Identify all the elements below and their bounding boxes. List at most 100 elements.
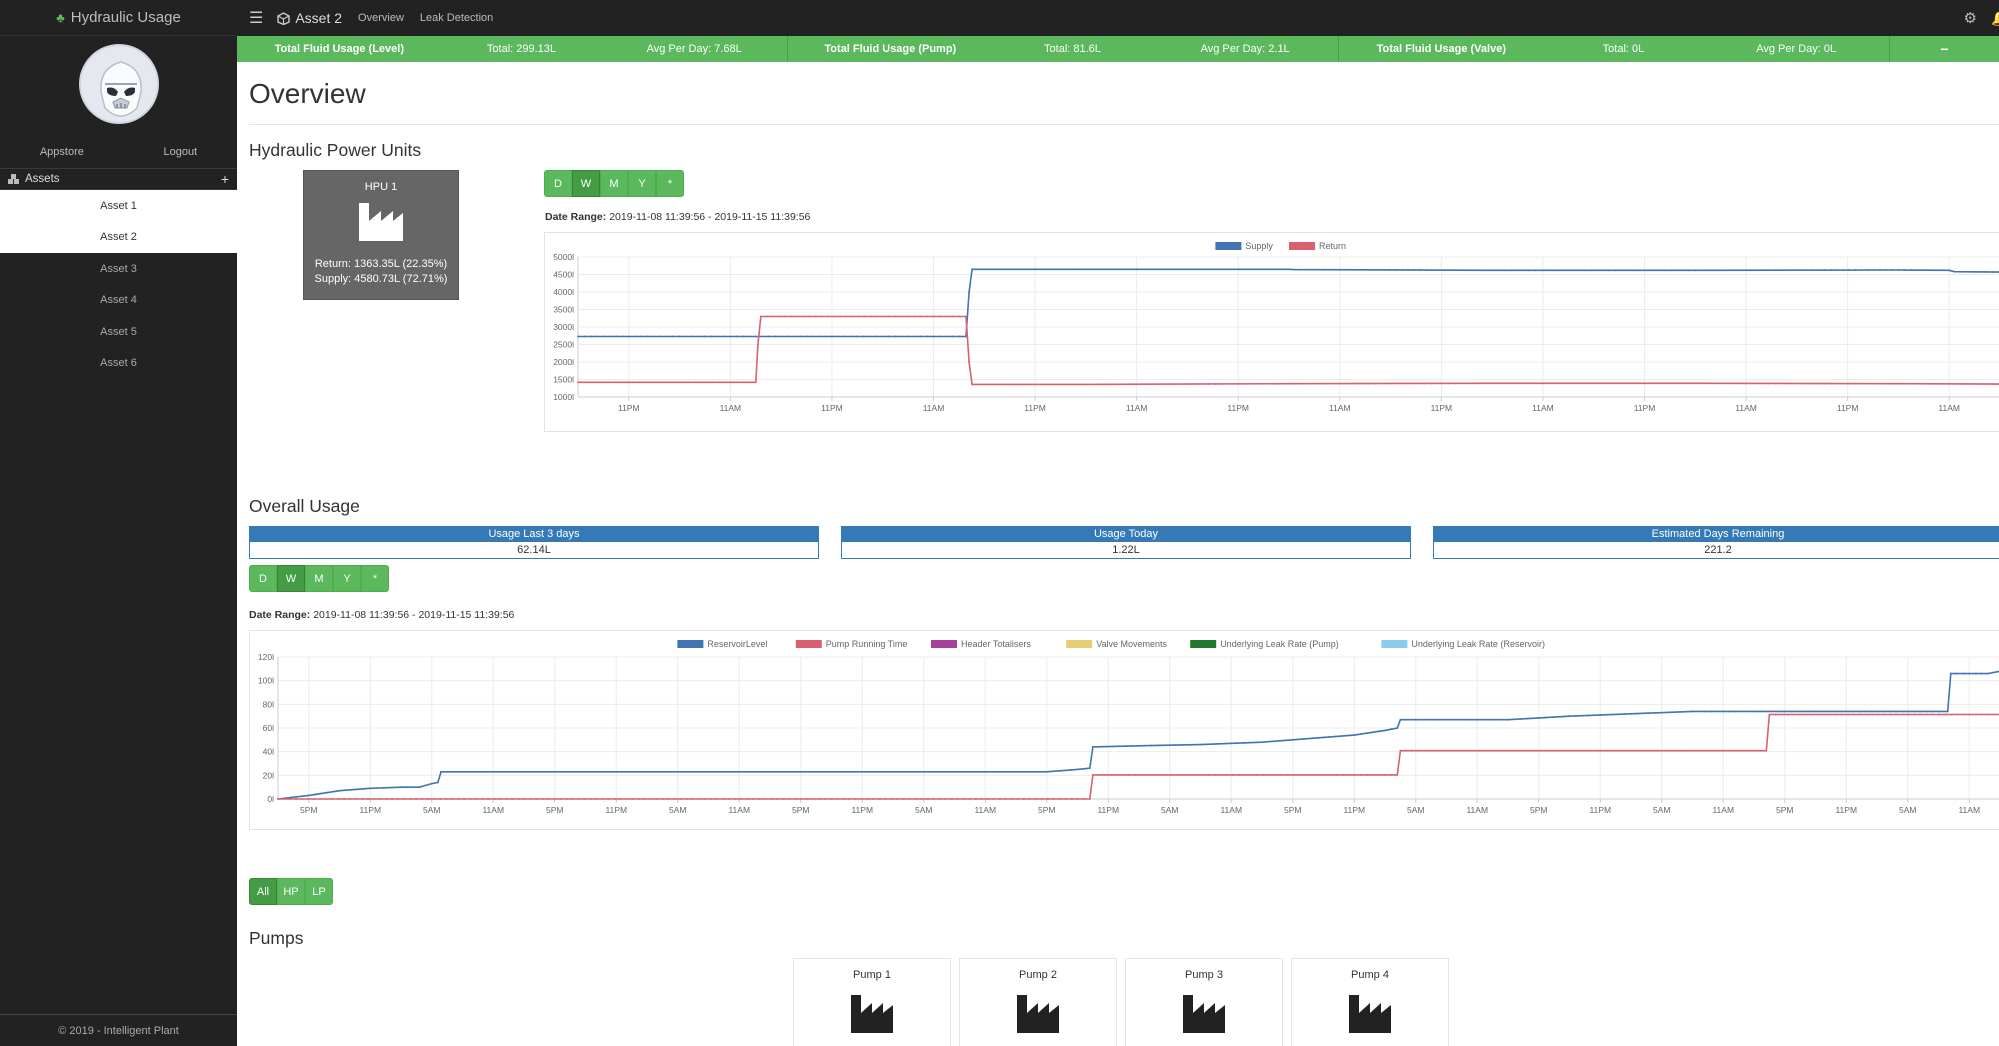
series-point xyxy=(1606,749,1609,752)
series-point xyxy=(1595,269,1598,272)
series-point xyxy=(1128,383,1130,386)
appstore-link[interactable]: Appstore xyxy=(39,146,84,158)
sidebar-item-asset-3[interactable]: Asset 3 xyxy=(100,262,137,275)
sidebar-item-asset-4[interactable]: Asset 4 xyxy=(100,294,137,307)
settings-cogs-icon[interactable]: ⚙ xyxy=(1963,10,1977,27)
series-point xyxy=(1195,773,1198,776)
nav-leak-detection[interactable]: Leak Detection xyxy=(419,12,494,24)
add-asset-icon[interactable]: + xyxy=(220,171,229,187)
series-point xyxy=(1193,743,1196,746)
period-month-button[interactable]: M xyxy=(600,170,628,197)
series-point xyxy=(1245,382,1247,385)
series-point xyxy=(907,335,910,338)
series-point xyxy=(357,788,359,791)
series-point xyxy=(945,335,948,338)
filter-all-button[interactable]: All xyxy=(249,878,277,905)
series-point xyxy=(863,315,866,318)
series-point xyxy=(566,770,568,773)
sidebar-item-asset-5[interactable]: Asset 5 xyxy=(100,325,137,338)
series-point xyxy=(824,798,827,800)
period-year-button[interactable]: Y xyxy=(628,170,656,197)
series-point xyxy=(1712,382,1715,385)
series-point xyxy=(1305,268,1307,271)
series-point xyxy=(1985,271,1987,273)
series-point xyxy=(1275,382,1278,385)
series-point xyxy=(1022,798,1025,800)
series-point xyxy=(1431,269,1434,271)
pump-card[interactable]: Pump 1 xyxy=(793,958,951,1046)
collapse-stats-button[interactable]: − xyxy=(1940,41,1949,57)
series-point xyxy=(1248,741,1251,744)
series-point xyxy=(1460,749,1463,752)
nav-overview[interactable]: Overview xyxy=(358,12,404,24)
period-year-button[interactable]: Y xyxy=(333,565,361,592)
fluid-usage-stats-bar: Total Fluid Usage (Level) Total: 299.13L… xyxy=(237,36,1999,62)
series-point xyxy=(1565,382,1567,385)
overall-date-range: Date Range: 2019-11-08 11:39:56 - 2019-1… xyxy=(249,609,514,621)
legend-label: Underlying Leak Rate (Reservoir) xyxy=(1411,639,1545,649)
series-point xyxy=(1946,710,1949,713)
series-point xyxy=(493,798,496,800)
avatar[interactable] xyxy=(78,44,159,124)
filter-hp-button[interactable]: HP xyxy=(277,878,305,905)
logout-link[interactable]: Logout xyxy=(163,146,198,158)
series-point xyxy=(1491,269,1494,272)
filter-lp-button[interactable]: LP xyxy=(305,878,333,905)
period-month-button[interactable]: M xyxy=(305,565,333,592)
series-point xyxy=(1675,382,1678,385)
assets-header[interactable]: Assets + xyxy=(0,168,237,190)
sidebar-item-asset-2[interactable]: Asset 2 xyxy=(0,221,237,253)
pump-card[interactable]: Pump 3 xyxy=(1125,958,1283,1046)
sidebar-item-asset-6[interactable]: Asset 6 xyxy=(100,357,137,370)
series-point xyxy=(1399,749,1402,752)
series-point xyxy=(1515,382,1518,385)
series-point xyxy=(990,268,992,271)
series-point xyxy=(1329,773,1332,776)
series-point xyxy=(1220,383,1223,385)
pump-card[interactable]: Pump 2 xyxy=(959,958,1117,1046)
notifications-bell-icon[interactable]: 🔔 xyxy=(1991,9,1999,27)
series-point xyxy=(1808,710,1811,713)
series-point xyxy=(983,383,986,386)
legend-swatch xyxy=(1066,640,1093,648)
series-point xyxy=(1269,382,1272,385)
period-day-button[interactable]: D xyxy=(249,565,277,592)
period-week-button[interactable]: W xyxy=(277,565,305,592)
series-point xyxy=(1359,268,1361,271)
series-point xyxy=(1792,269,1795,272)
series-point xyxy=(1286,773,1289,776)
series-point xyxy=(748,381,751,384)
series-point xyxy=(1931,710,1934,713)
series-point xyxy=(1682,269,1684,272)
series-point xyxy=(868,770,870,773)
hamburger-menu-icon[interactable]: ☰ xyxy=(249,10,264,27)
series-point xyxy=(1384,773,1387,776)
pump-card[interactable]: Pump 4 xyxy=(1291,958,1449,1046)
period-all-button[interactable]: * xyxy=(656,170,684,197)
x-tick-label: 11AM xyxy=(1712,805,1734,815)
brand[interactable]: ♣ Hydraulic Usage xyxy=(0,0,237,36)
series-point xyxy=(1110,773,1113,776)
period-all-button[interactable]: * xyxy=(361,565,389,592)
series-point xyxy=(792,335,795,338)
series-point xyxy=(393,786,396,789)
series-point xyxy=(332,790,335,793)
sidebar-item-asset-1[interactable]: Asset 1 xyxy=(0,190,237,222)
series-point xyxy=(1454,382,1457,385)
x-tick-label: 11AM xyxy=(1735,403,1757,413)
period-day-button[interactable]: D xyxy=(544,170,572,197)
series-point xyxy=(818,335,821,338)
period-week-button[interactable]: W xyxy=(572,170,600,197)
hpu-card[interactable]: HPU 1 Return: 1363.35L (22.35%) Supply: … xyxy=(303,170,459,300)
series-point xyxy=(1636,712,1639,715)
series-point xyxy=(492,770,495,773)
series-point xyxy=(634,335,637,338)
series-point xyxy=(535,770,538,773)
series-point xyxy=(1201,268,1204,271)
series-point xyxy=(1267,740,1270,743)
series-point xyxy=(653,335,656,338)
series-point xyxy=(1365,773,1368,776)
series-point xyxy=(1292,773,1295,776)
series-point xyxy=(898,770,901,773)
x-tick-label: 11PM xyxy=(1024,403,1046,413)
